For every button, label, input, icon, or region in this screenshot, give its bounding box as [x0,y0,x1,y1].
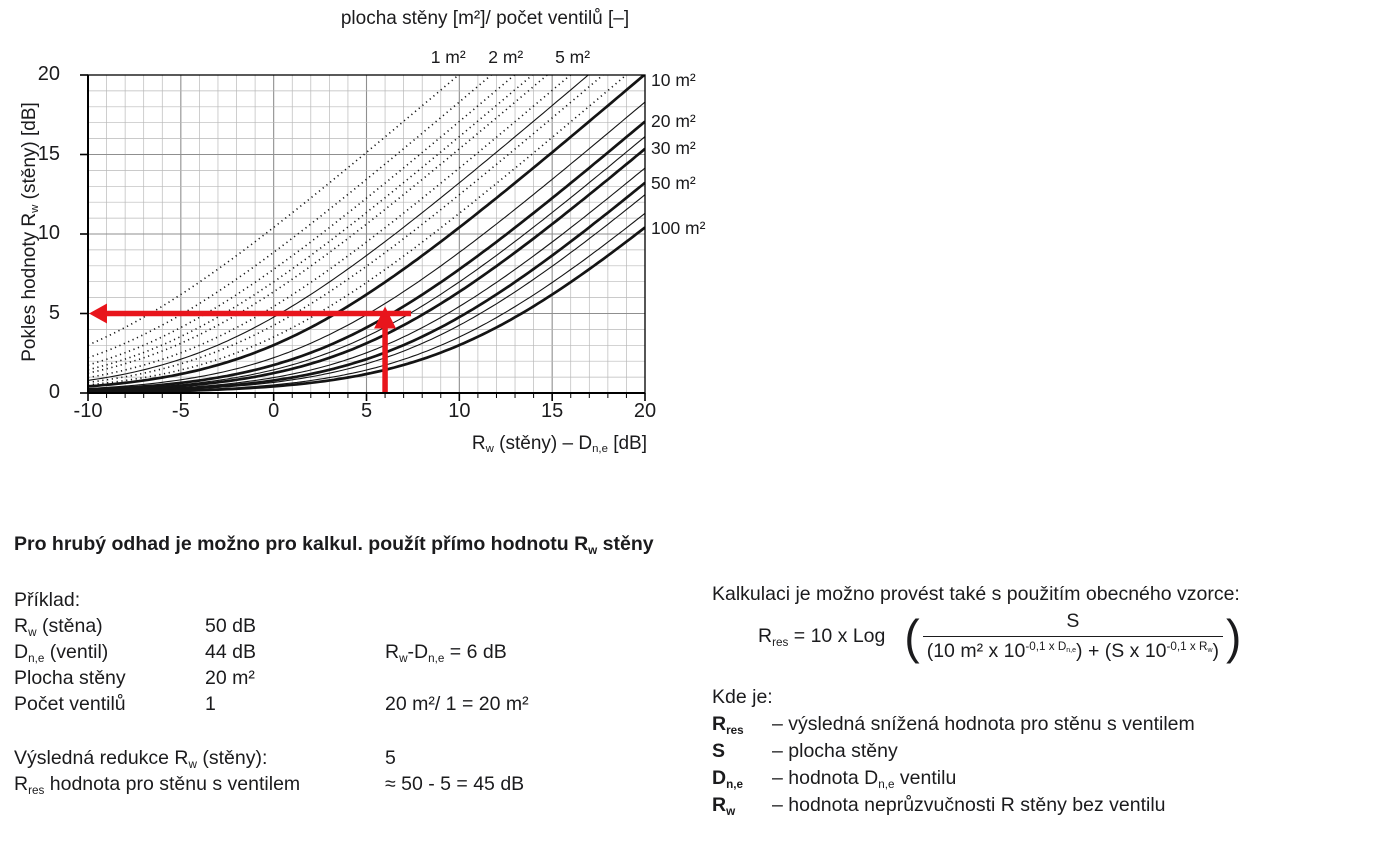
formula-close-paren: ) [1226,609,1242,664]
den-exponent-rw: -0,1 x Rw [1166,639,1213,654]
general-formula-block: Kalkulaci je možno provést také s použit… [712,583,1367,833]
chart-canvas [80,74,646,401]
den-mid: ) + (S x 10 [1076,640,1167,662]
axes-frame [80,74,646,401]
den-exponent-dne: -0,1 x Dn,e [1025,639,1077,654]
formula-denominator: (10 m² x 10-0,1 x Dn,e) + (S x 10-0,1 x … [922,636,1224,663]
curve-60m2 [88,194,645,393]
result-row-label: Rres hodnota pro stěnu s ventilem [14,773,301,797]
result-row-value: ≈ 50 - 5 = 45 dB [385,773,525,795]
where-desc: – hodnota Dn,e ventilu [772,767,957,791]
curve-30m2 [88,147,645,393]
rough-estimate-heading: Pro hrubý odhad je možno pro kalkul. pou… [14,533,654,557]
where-desc: – hodnota neprůzvučnosti R stěny bez ven… [772,794,1166,816]
where-item-rw: Rw – hodnota neprůzvučnosti R stěny bez … [712,794,1367,819]
where-symbol: S [712,740,726,762]
where-desc: – výsledná snížená hodnota pro stěnu s v… [772,713,1195,735]
where-desc: – plocha stěny [772,740,898,762]
formula-numerator: S [1066,610,1080,632]
curve-2.5m2 [88,75,533,371]
example-row-label: Plocha stěny [14,667,126,689]
result-row-label: Výsledná redukce Rw (stěny): [14,747,268,771]
where-symbol: Dn,e [712,767,743,791]
example-row-rw: Rw (stěna) 50 dB [14,615,704,640]
example-row-dne: Dn,e (ventil) 44 dB Rw-Dn,e = 6 dB [14,641,704,666]
curve-1m2 [88,75,460,346]
example-row-note: 20 m²/ 1 = 20 m² [385,693,529,715]
where-symbol: Rres [712,713,744,737]
grid [87,74,646,394]
example-title: Příklad: [14,589,81,611]
curve-50m2 [88,181,645,393]
example-block: Příklad: Rw (stěna) 50 dB Dn,e (ventil) … [14,589,704,819]
formula-lhs: Rres = 10 x Log [758,625,886,649]
example-row-value: 1 [205,693,216,715]
den-open: (10 m² x 10 [926,640,1026,662]
where-item-dne: Dn,e – hodnota Dn,e ventilu [712,767,1367,792]
curve-100m2 [88,226,645,393]
curve-6m2 [88,75,604,384]
where-title: Kde je: [712,686,773,708]
example-row-label: Počet ventilů [14,693,126,715]
den-close: ) [1212,640,1220,662]
curve-5m2 [88,75,589,381]
valve-wall-attenuation-chart: plocha stěny [m²]/ počet ventilů [–] Pok… [0,0,720,480]
example-row-value: 20 m² [205,667,255,689]
example-arrow-up-head [374,306,397,329]
example-row-area: Plocha stěny 20 m² [14,667,704,692]
result-row-reduction: Výsledná redukce Rw (stěny): 5 [14,747,704,772]
result-row-value: 5 [385,747,396,769]
where-item-s: S – plocha stěny [712,740,1367,765]
curve-20m2 [88,120,645,391]
where-item-rres: Rres – výsledná snížená hodnota pro stěn… [712,713,1367,738]
formula-fraction: S (10 m² x 10-0,1 x Dn,e) + (S x 10-0,1 … [922,610,1224,663]
curve-10m2 [88,75,645,388]
example-row-value: 44 dB [205,641,256,663]
example-row-value: 50 dB [205,615,256,637]
example-row-note: Rw-Dn,e = 6 dB [385,641,507,665]
example-title-row: Příklad: [14,589,704,614]
example-arrow [89,303,412,392]
formula-open-paren: ( [904,609,920,664]
example-row-valves: Počet ventilů 1 20 m²/ 1 = 20 m² [14,693,704,718]
rres-formula: Rres = 10 x Log ( S (10 m² x 10-0,1 x Dn… [758,610,1242,663]
formula-intro: Kalkulaci je možno provést také s použit… [712,583,1240,605]
example-row-label: Rw (stěna) [14,615,103,639]
result-row-rres: Rres hodnota pro stěnu s ventilem ≈ 50 -… [14,773,704,798]
example-arrow-left-head [89,303,107,324]
where-symbol: Rw [712,794,736,818]
curves [88,75,645,393]
example-row-label: Dn,e (ventil) [14,641,109,665]
